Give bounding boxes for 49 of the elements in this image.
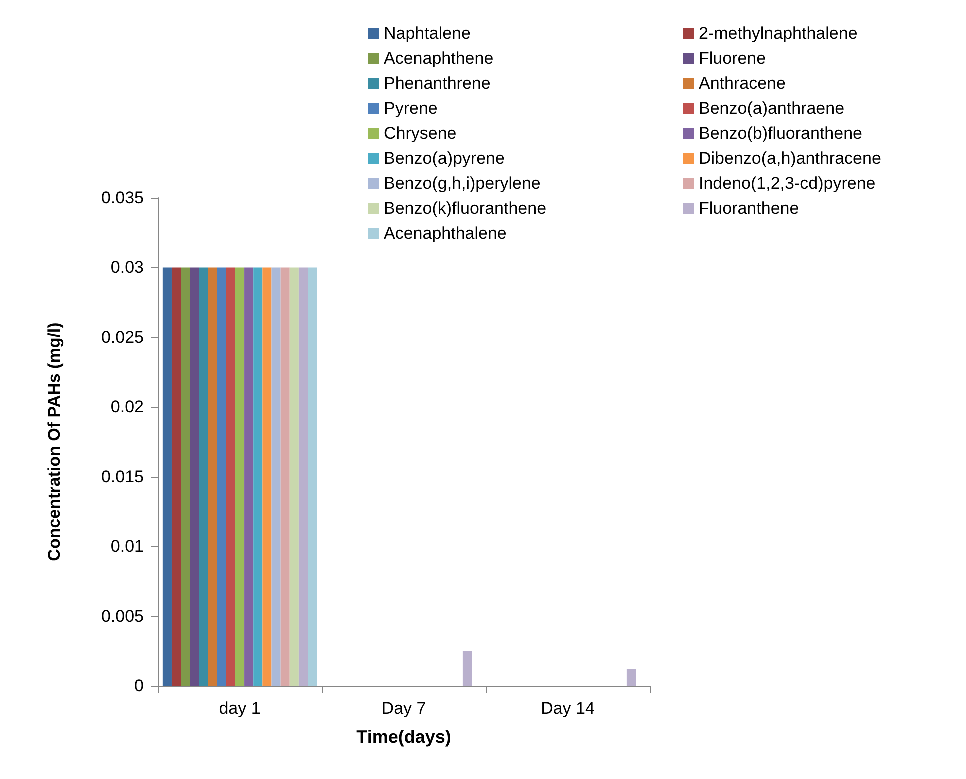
- bar: [235, 268, 245, 686]
- y-tick-label: 0.005: [101, 606, 144, 626]
- y-tick-label: 0.03: [110, 258, 144, 278]
- legend-label: Dibenzo(a,h)anthracene: [699, 149, 882, 168]
- y-tick-label: 0: [134, 676, 144, 696]
- legend-label: Benzo(g,h,i)perylene: [384, 174, 541, 193]
- bar: [217, 268, 226, 686]
- bar: [162, 268, 172, 686]
- bar: [190, 268, 200, 686]
- legend-label: Naphtalene: [384, 24, 471, 43]
- legend-label: Acenaphthene: [384, 49, 494, 68]
- y-tick-label: 0.01: [110, 537, 144, 556]
- bar: [254, 268, 263, 686]
- legend-label: Benzo(a)anthraene: [699, 99, 845, 118]
- y-tick-label: 0.02: [110, 398, 144, 417]
- bar: [208, 268, 218, 686]
- bar: [272, 268, 281, 686]
- bar: [181, 268, 190, 686]
- legend-label: 2-methylnaphthalene: [699, 24, 858, 43]
- legend-label: Anthracene: [699, 74, 786, 93]
- legend-label: Phenanthrene: [384, 74, 491, 93]
- bar: [226, 268, 236, 686]
- bar: [290, 268, 299, 686]
- y-tick-label: 0.015: [101, 467, 144, 486]
- legend-label: Acenaphthalene: [384, 224, 507, 243]
- bar: [244, 268, 254, 686]
- legend-label: Benzo(k)fluoranthene: [384, 199, 547, 218]
- bar: [308, 268, 318, 686]
- legend-label: Pyrene: [384, 99, 438, 118]
- legend-label: Fluorene: [699, 49, 766, 68]
- y-tick-label: 0.035: [101, 188, 144, 208]
- bar: [298, 268, 308, 686]
- legend-label: Indeno(1,2,3-cd)pyrene: [699, 174, 876, 193]
- x-tick-label: Day 7: [382, 699, 426, 718]
- y-axis-title: Concentration Of PAHs (mg/l): [45, 322, 64, 562]
- bar: [172, 268, 182, 686]
- legend-label: Chrysene: [384, 124, 457, 143]
- bar: [626, 669, 636, 686]
- legend-label: Fluoranthene: [699, 199, 800, 218]
- y-tick-label: 0.025: [101, 328, 144, 347]
- bar: [462, 651, 472, 686]
- legend-label: Benzo(a)pyrene: [384, 149, 505, 168]
- bar: [262, 268, 272, 686]
- x-axis-title: Time(days): [356, 727, 452, 747]
- x-tick-label: Day 14: [541, 699, 595, 718]
- x-tick-label: day 1: [219, 699, 261, 718]
- bar: [199, 268, 208, 686]
- bar: [280, 268, 290, 686]
- legend-label: Benzo(b)fluoranthene: [699, 124, 863, 143]
